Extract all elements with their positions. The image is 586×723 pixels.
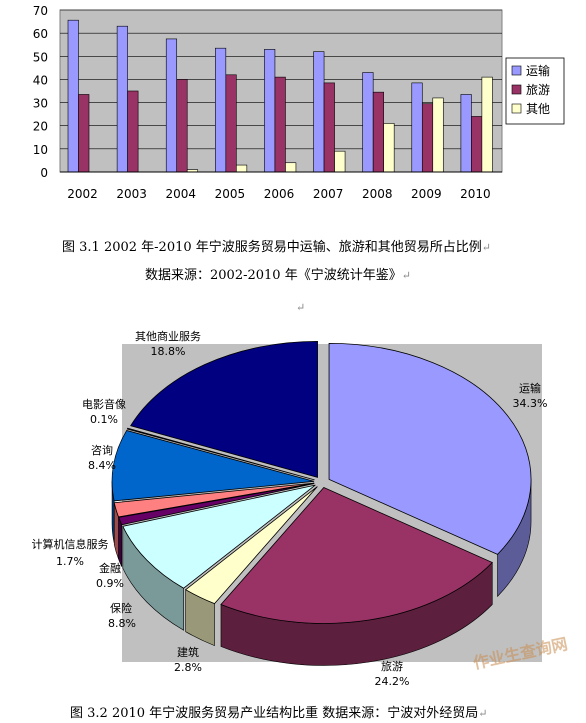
pie-label-电影音像: 电影音像 — [82, 397, 126, 411]
bar-xtick-label: 2005 — [215, 187, 246, 201]
bar-运输 — [411, 82, 423, 173]
pie-slice-金融 — [118, 483, 315, 526]
bar-运输 — [264, 49, 276, 173]
bar-ytick-label: 60 — [33, 27, 48, 41]
pie-label-其他商业服务: 其他商业服务 — [135, 329, 201, 343]
bar-xtick-label: 2010 — [460, 187, 491, 201]
pie-side-金融 — [118, 517, 123, 567]
bar-其他 — [236, 164, 248, 173]
bar-运输 — [362, 72, 374, 173]
pie-pct-运输: 34.3% — [513, 397, 548, 410]
bar-xtick-label: 2003 — [116, 187, 147, 201]
bar-旅游 — [127, 90, 139, 173]
bar-旅游 — [225, 74, 237, 173]
pie-label-保险: 保险 — [110, 601, 132, 615]
legend-label-其他: 其他 — [526, 102, 550, 116]
bar-ytick-label: 70 — [33, 4, 48, 18]
pie-pct-旅游: 24.2% — [375, 675, 410, 688]
pie-label-计算机信息服务: 计算机信息服务 — [32, 537, 109, 551]
bar-运输 — [67, 19, 79, 173]
pie-slice-电影音像 — [126, 427, 315, 481]
bar-ytick-label: 50 — [33, 50, 48, 64]
bar-旅游 — [78, 94, 90, 173]
pie-slice-建筑 — [184, 486, 318, 605]
legend-swatch-其他 — [511, 103, 522, 114]
legend-label-旅游: 旅游 — [526, 83, 550, 97]
bar-运输 — [460, 94, 472, 173]
pie-label-咨询: 咨询 — [91, 443, 113, 457]
pie-slice-旅游 — [220, 486, 493, 624]
pie-pct-保险: 8.8% — [108, 617, 136, 630]
pie-chart: 运输 34.3% 旅游 24.2% 建筑 2.8% 保险 8.8% 金融 0.9% 计算机信息服务 1… — [32, 329, 548, 688]
bar-运输 — [313, 51, 325, 173]
pie-pct-咨询: 8.4% — [88, 459, 116, 472]
bar-旅游 — [372, 91, 384, 173]
bar-旅游 — [471, 116, 483, 173]
bar-其他 — [432, 97, 444, 173]
pie-label-金融: 金融 — [99, 561, 121, 575]
legend-swatch-运输 — [511, 65, 522, 76]
bar-xtick-label: 2008 — [362, 187, 393, 201]
bar-其他 — [334, 150, 346, 173]
bar-旅游 — [323, 82, 335, 173]
figure-3-1-source: 数据来源：2002-2010 年《宁波统计年鉴》↵ — [145, 268, 411, 283]
pie-label-旅游: 旅游 — [381, 659, 403, 673]
figure-3-1-caption: 图 3.1 2002 年-2010 年宁波服务贸易中运输、旅游和其他贸易所占比例… — [62, 240, 491, 255]
legend-swatch-旅游 — [511, 84, 522, 95]
bar-其他 — [285, 162, 297, 173]
bar-xtick-label: 2009 — [411, 187, 442, 201]
bar-xtick-label: 2004 — [166, 187, 197, 201]
bar-其他 — [383, 123, 395, 173]
pie-pct-电影音像: 0.1% — [90, 413, 118, 426]
bar-运输 — [215, 47, 227, 173]
bar-xtick-label: 2007 — [313, 187, 344, 201]
bar-ytick-label: 30 — [33, 97, 48, 111]
pie-slice-其他商业服务 — [130, 340, 318, 478]
bar-旅游 — [274, 76, 286, 173]
pie-pct-建筑: 2.8% — [174, 661, 202, 674]
bar-运输 — [116, 25, 128, 173]
bar-其他 — [481, 76, 493, 173]
bar-ytick-label: 40 — [33, 73, 48, 87]
bar-chart: 0 10 20 30 40 50 60 70 2002 2003 2004 2005 2006 2007… — [33, 4, 565, 201]
pie-pct-金融: 0.9% — [96, 577, 124, 590]
bar-xtick-label: 2006 — [264, 187, 295, 201]
bar-ytick-label: 0 — [40, 166, 48, 180]
bar-xtick-label: 2002 — [67, 187, 98, 201]
bar-旅游 — [421, 103, 434, 173]
bar-ytick-label: 20 — [33, 120, 48, 134]
pie-slice-运输 — [328, 342, 532, 555]
pie-label-建筑: 建筑 — [177, 645, 199, 659]
bar-运输 — [165, 38, 178, 173]
paragraph-mark: ↵ — [296, 301, 306, 314]
pie-slice-咨询 — [111, 430, 315, 502]
pie-slice-保险 — [122, 484, 316, 589]
bar-ytick-label: 10 — [33, 143, 48, 157]
figure-3-2-caption: 图 3.2 2010 年宁波服务贸易产业结构比重 数据来源：宁波对外经贸局↵ — [70, 706, 488, 721]
pie-slice-计算机信息服务 — [113, 482, 315, 518]
bar-旅游 — [176, 79, 188, 173]
pie-pct-计算机信息服务: 1.7% — [56, 555, 84, 568]
pie-label-运输: 运输 — [519, 381, 541, 395]
legend-label-运输: 运输 — [526, 63, 550, 78]
pie-pct-其他商业服务: 18.8% — [151, 345, 186, 358]
